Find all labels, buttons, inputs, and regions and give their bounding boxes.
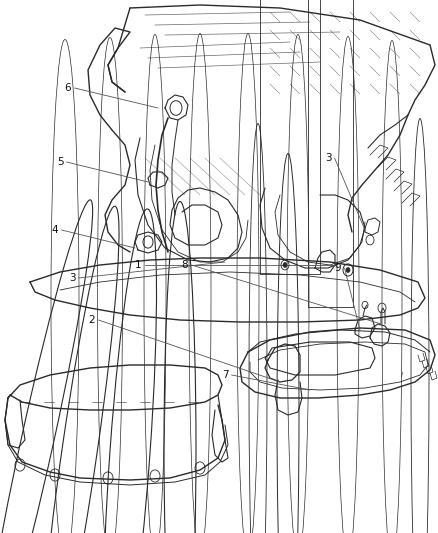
Text: 3: 3	[69, 273, 75, 283]
Text: 3: 3	[325, 153, 331, 163]
Bar	[307, 0, 353, 306]
Text: 9: 9	[335, 263, 341, 273]
Text: 6: 6	[65, 83, 71, 93]
Text: 4: 4	[52, 225, 58, 235]
Text: 2: 2	[88, 315, 95, 325]
Text: 8: 8	[182, 260, 188, 270]
Circle shape	[346, 268, 350, 272]
Circle shape	[283, 263, 287, 268]
Text: 5: 5	[57, 157, 64, 167]
Text: 7: 7	[222, 370, 228, 380]
Bar	[260, 0, 320, 274]
Text: 1: 1	[135, 260, 141, 270]
Text: i: i	[401, 372, 403, 378]
